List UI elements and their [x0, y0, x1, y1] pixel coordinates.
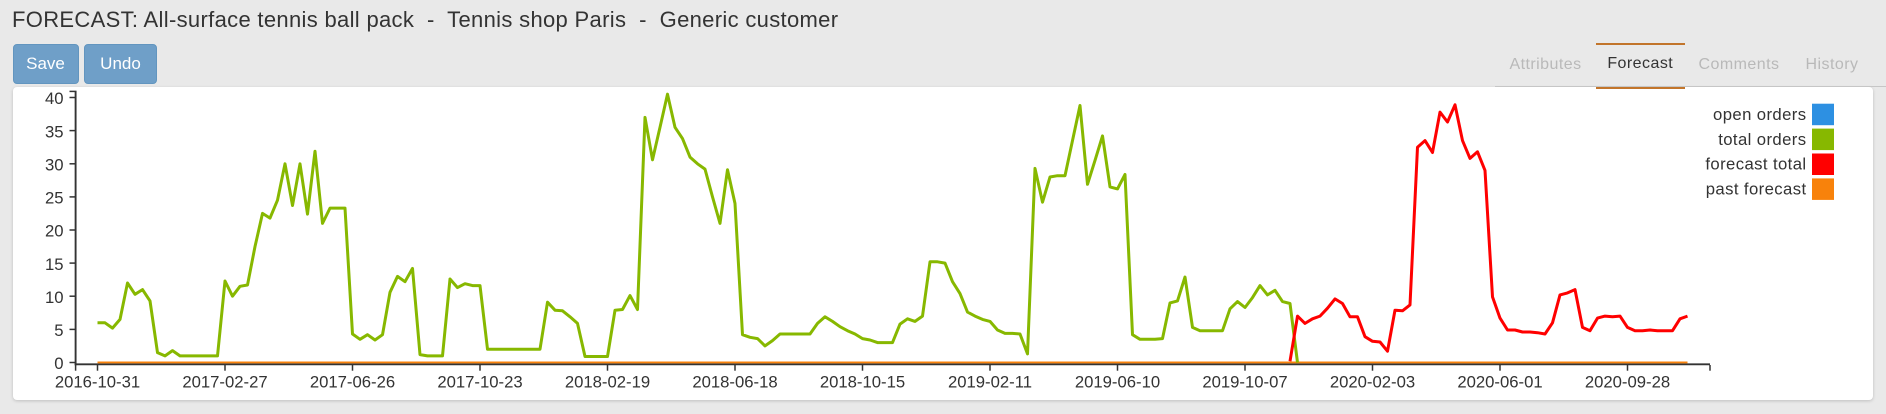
svg-text:past forecast: past forecast: [1706, 180, 1807, 199]
svg-text:2019-10-07: 2019-10-07: [1202, 372, 1287, 391]
svg-text:10: 10: [45, 288, 64, 307]
svg-text:2017-02-27: 2017-02-27: [182, 372, 267, 391]
svg-text:15: 15: [45, 255, 64, 274]
svg-text:2016-10-31: 2016-10-31: [55, 372, 140, 391]
svg-text:2017-06-26: 2017-06-26: [310, 372, 395, 391]
svg-text:2018-06-18: 2018-06-18: [692, 372, 777, 391]
svg-text:2018-02-19: 2018-02-19: [565, 372, 650, 391]
svg-text:open orders: open orders: [1713, 105, 1806, 124]
svg-text:25: 25: [45, 189, 64, 208]
svg-text:2019-02-11: 2019-02-11: [948, 372, 1032, 391]
svg-text:forecast total: forecast total: [1705, 155, 1806, 174]
svg-text:2020-09-28: 2020-09-28: [1585, 372, 1670, 391]
svg-text:0: 0: [54, 354, 63, 373]
svg-text:2020-06-01: 2020-06-01: [1457, 372, 1542, 391]
svg-text:35: 35: [45, 122, 64, 141]
svg-text:20: 20: [45, 222, 64, 241]
svg-text:5: 5: [54, 321, 63, 340]
svg-text:2017-10-23: 2017-10-23: [437, 372, 522, 391]
svg-text:40: 40: [45, 89, 64, 108]
svg-text:2020-02-03: 2020-02-03: [1330, 372, 1415, 391]
svg-text:30: 30: [45, 155, 64, 174]
svg-text:total orders: total orders: [1718, 130, 1806, 149]
svg-text:2018-10-15: 2018-10-15: [820, 372, 905, 391]
svg-text:2019-06-10: 2019-06-10: [1075, 372, 1160, 391]
